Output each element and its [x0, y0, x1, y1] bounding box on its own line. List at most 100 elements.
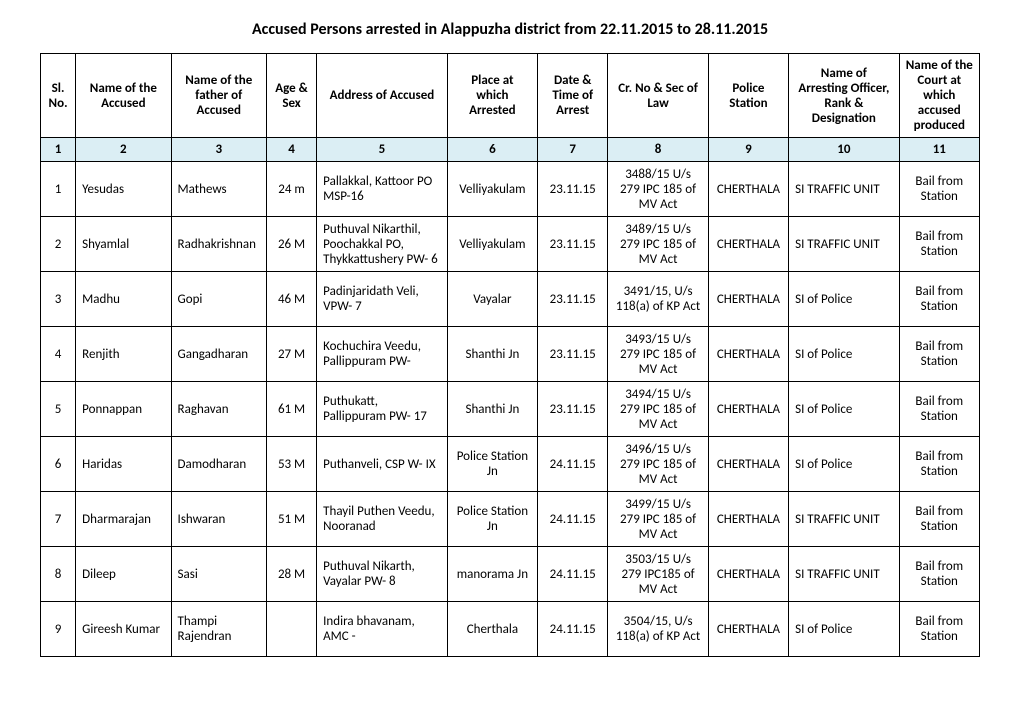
colnum: 6 — [447, 138, 537, 162]
table-cell: Vayalar — [447, 272, 537, 327]
table-cell: SI of Police — [789, 327, 899, 382]
table-cell: Padinjaridath Veli, VPW- 7 — [317, 272, 448, 327]
table-cell: Dharmarajan — [76, 492, 171, 547]
table-cell: Puthuval Nikarth, Vayalar PW- 8 — [317, 547, 448, 602]
table-cell: Cherthala — [447, 602, 537, 657]
table-cell: Madhu — [76, 272, 171, 327]
header-addr: Address of Accused — [317, 54, 448, 138]
table-cell: Bail from Station — [899, 602, 979, 657]
colnum: 11 — [899, 138, 979, 162]
table-row: 9Gireesh KumarThampi RajendranIndira bha… — [41, 602, 980, 657]
colnum: 7 — [538, 138, 608, 162]
header-cr: Cr. No & Sec of Law — [608, 54, 708, 138]
table-cell: Shanthi Jn — [447, 327, 537, 382]
table-cell: 3491/15, U/s 118(a) of KP Act — [608, 272, 708, 327]
table-cell: Bail from Station — [899, 382, 979, 437]
table-cell: 23.11.15 — [538, 162, 608, 217]
table-cell: 53 M — [266, 437, 316, 492]
table-cell: 2 — [41, 217, 76, 272]
table-cell: Bail from Station — [899, 492, 979, 547]
table-cell: 1 — [41, 162, 76, 217]
table-cell: Yesudas — [76, 162, 171, 217]
table-cell: SI TRAFFIC UNIT — [789, 492, 899, 547]
table-cell: 3 — [41, 272, 76, 327]
page-title: Accused Persons arrested in Alappuzha di… — [40, 20, 980, 39]
colnum: 8 — [608, 138, 708, 162]
table-cell: Gopi — [171, 272, 266, 327]
table-cell: 23.11.15 — [538, 272, 608, 327]
table-cell: 27 M — [266, 327, 316, 382]
table-row: 6HaridasDamodharan53 MPuthanveli, CSP W-… — [41, 437, 980, 492]
table-row: 1YesudasMathews24 mPallakkal, Kattoor PO… — [41, 162, 980, 217]
table-cell: Damodharan — [171, 437, 266, 492]
arrest-table: Sl. No. Name of the Accused Name of the … — [40, 53, 980, 657]
table-cell: CHERTHALA — [708, 327, 788, 382]
table-cell: Kochuchira Veedu, Pallippuram PW- — [317, 327, 448, 382]
table-cell: SI of Police — [789, 272, 899, 327]
colnum: 10 — [789, 138, 899, 162]
table-cell: 9 — [41, 602, 76, 657]
table-cell: 24.11.15 — [538, 492, 608, 547]
header-name: Name of the Accused — [76, 54, 171, 138]
table-cell: 3488/15 U/s 279 IPC 185 of MV Act — [608, 162, 708, 217]
table-cell: 24.11.15 — [538, 437, 608, 492]
table-cell: 24 m — [266, 162, 316, 217]
table-cell: Haridas — [76, 437, 171, 492]
header-ps: Police Station — [708, 54, 788, 138]
colnum: 4 — [266, 138, 316, 162]
table-cell — [266, 602, 316, 657]
table-cell: Police Station Jn — [447, 492, 537, 547]
table-cell: Gangadharan — [171, 327, 266, 382]
table-row: 8DileepSasi28 MPuthuval Nikarth, Vayalar… — [41, 547, 980, 602]
table-cell: 28 M — [266, 547, 316, 602]
table-cell: CHERTHALA — [708, 547, 788, 602]
table-cell: Shyamlal — [76, 217, 171, 272]
table-cell: Mathews — [171, 162, 266, 217]
colnum: 5 — [317, 138, 448, 162]
table-cell: 3499/15 U/s 279 IPC 185 of MV Act — [608, 492, 708, 547]
table-cell: 23.11.15 — [538, 382, 608, 437]
table-cell: Radhakrishnan — [171, 217, 266, 272]
table-cell: Bail from Station — [899, 217, 979, 272]
table-cell: 5 — [41, 382, 76, 437]
header-row: Sl. No. Name of the Accused Name of the … — [41, 54, 980, 138]
table-cell: Gireesh Kumar — [76, 602, 171, 657]
table-cell: SI of Police — [789, 437, 899, 492]
header-place: Place at which Arrested — [447, 54, 537, 138]
colnum: 2 — [76, 138, 171, 162]
header-officer: Name of Arresting Officer, Rank & Design… — [789, 54, 899, 138]
table-cell: Velliyakulam — [447, 162, 537, 217]
table-cell: 46 M — [266, 272, 316, 327]
table-cell: SI TRAFFIC UNIT — [789, 217, 899, 272]
table-cell: Renjith — [76, 327, 171, 382]
table-cell: SI TRAFFIC UNIT — [789, 547, 899, 602]
table-cell: CHERTHALA — [708, 382, 788, 437]
table-cell: 4 — [41, 327, 76, 382]
table-cell: Puthuval Nikarthil, Poochakkal PO, Thykk… — [317, 217, 448, 272]
table-cell: 51 M — [266, 492, 316, 547]
table-cell: CHERTHALA — [708, 602, 788, 657]
colnum: 9 — [708, 138, 788, 162]
table-cell: manorama Jn — [447, 547, 537, 602]
table-row: 3MadhuGopi46 MPadinjaridath Veli, VPW- 7… — [41, 272, 980, 327]
table-cell: SI of Police — [789, 382, 899, 437]
table-row: 7DharmarajanIshwaran51 MThayil Puthen Ve… — [41, 492, 980, 547]
table-cell: Bail from Station — [899, 272, 979, 327]
table-cell: CHERTHALA — [708, 437, 788, 492]
table-cell: Thampi Rajendran — [171, 602, 266, 657]
table-cell: 3496/15 U/s 279 IPC 185 of MV Act — [608, 437, 708, 492]
table-cell: Thayil Puthen Veedu, Nooranad — [317, 492, 448, 547]
table-cell: Dileep — [76, 547, 171, 602]
table-cell: CHERTHALA — [708, 272, 788, 327]
table-cell: 7 — [41, 492, 76, 547]
colnum: 3 — [171, 138, 266, 162]
table-row: 4RenjithGangadharan27 MKochuchira Veedu,… — [41, 327, 980, 382]
table-cell: 3504/15, U/s 118(a) of KP Act — [608, 602, 708, 657]
header-sl: Sl. No. — [41, 54, 76, 138]
table-cell: 8 — [41, 547, 76, 602]
header-father: Name of the father of Accused — [171, 54, 266, 138]
table-cell: 6 — [41, 437, 76, 492]
table-cell: 23.11.15 — [538, 327, 608, 382]
table-cell: 3489/15 U/s 279 IPC 185 of MV Act — [608, 217, 708, 272]
table-cell: CHERTHALA — [708, 492, 788, 547]
